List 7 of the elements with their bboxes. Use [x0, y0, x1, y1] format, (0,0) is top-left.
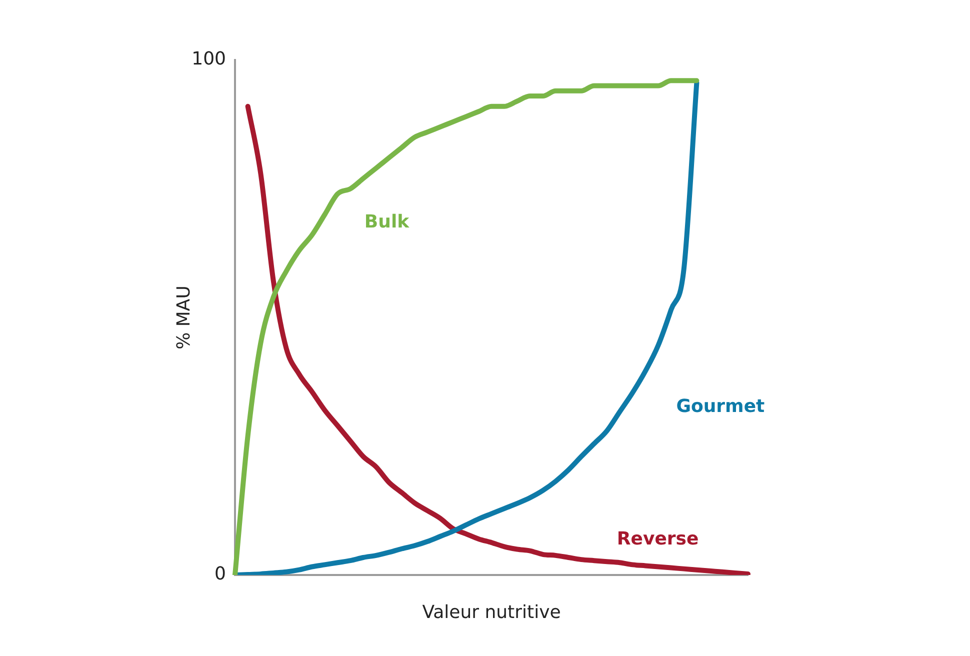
y-axis-title: % MAU	[173, 286, 194, 350]
x-axis-title: Valeur nutritive	[422, 602, 561, 623]
series-label: Reverse	[616, 528, 699, 550]
text: Gourmet	[676, 396, 766, 417]
y-tick-label: 100	[192, 48, 226, 70]
y-tick-label: 0	[214, 564, 226, 585]
series-label: Bulk	[364, 211, 410, 232]
